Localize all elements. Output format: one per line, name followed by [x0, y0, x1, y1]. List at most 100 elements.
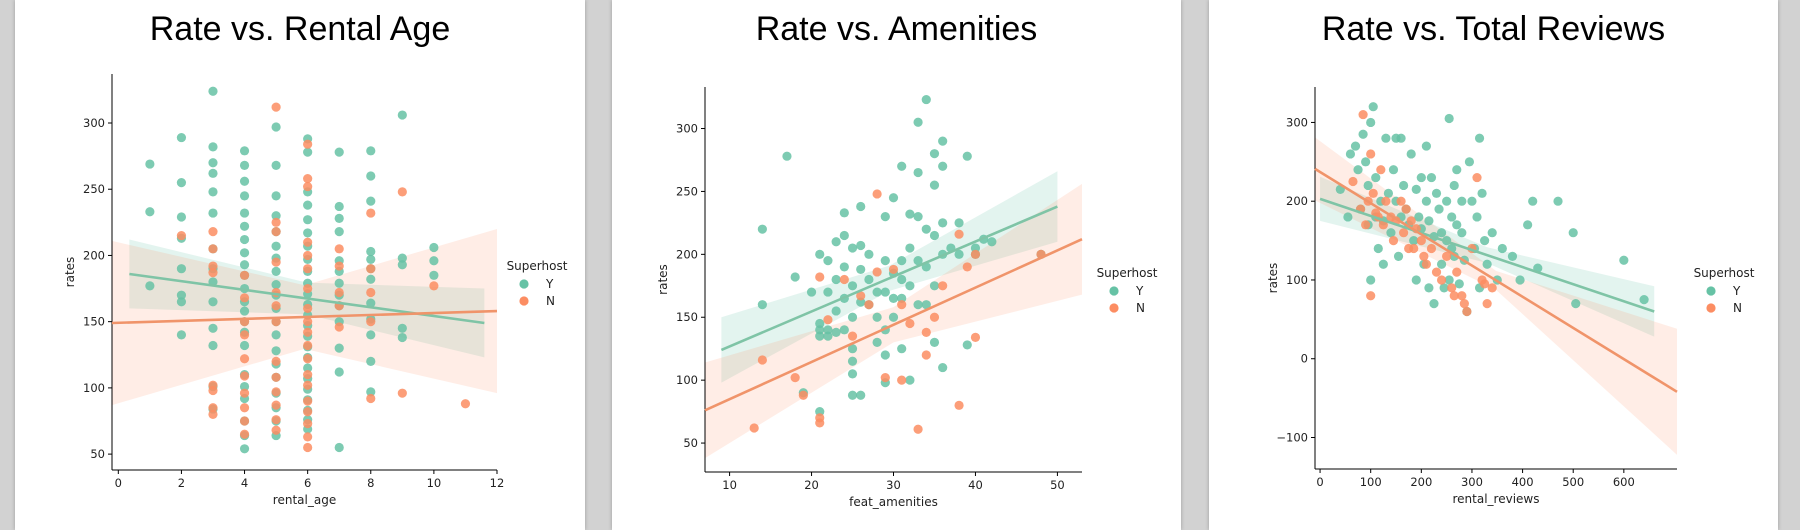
y-tick-label: 300 — [83, 116, 105, 130]
data-point-y — [271, 211, 281, 221]
data-point-y — [366, 274, 376, 284]
data-point-y — [1452, 165, 1462, 175]
data-point-n — [303, 327, 313, 337]
data-point-y — [1442, 196, 1452, 206]
data-point-y — [397, 253, 407, 263]
data-point-y — [366, 254, 376, 265]
data-point-y — [897, 293, 907, 303]
data-point-y — [1436, 259, 1447, 269]
data-point-n — [208, 268, 218, 278]
legend-marker-y — [1706, 286, 1716, 296]
y-tick-label: 200 — [676, 247, 698, 261]
data-point-y — [880, 350, 890, 360]
data-point-y — [921, 94, 931, 105]
data-point-y — [1449, 180, 1459, 191]
data-point-n — [1361, 220, 1371, 230]
data-point-y — [208, 297, 218, 307]
y-tick-label: 0 — [1301, 352, 1308, 366]
data-point-n — [1457, 291, 1467, 301]
data-point-n — [839, 274, 849, 285]
data-point-y — [897, 274, 907, 285]
data-point-y — [1515, 275, 1525, 285]
data-point-n — [271, 102, 281, 112]
data-point-y — [831, 306, 841, 316]
data-point-y — [905, 243, 915, 253]
data-point-n — [872, 189, 882, 199]
data-point-y — [847, 312, 858, 322]
x-tick-label: 0 — [1316, 475, 1323, 489]
data-point-n — [1449, 291, 1459, 301]
data-point-n — [239, 388, 250, 398]
data-point-n — [888, 264, 899, 275]
data-point-n — [366, 393, 376, 404]
data-point-n — [271, 387, 281, 397]
data-point-y — [239, 160, 250, 170]
data-point-y — [239, 221, 250, 231]
data-point-y — [1444, 275, 1454, 285]
data-point-y — [145, 207, 155, 217]
data-point-y — [366, 146, 376, 156]
data-point-n — [303, 432, 313, 442]
legend-label: Y — [1135, 284, 1144, 298]
data-point-y — [970, 243, 981, 253]
data-point-y — [176, 264, 187, 274]
data-point-n — [1368, 188, 1378, 198]
data-point-y — [303, 215, 313, 225]
y-tick-label: 250 — [83, 182, 105, 196]
data-point-y — [1477, 188, 1487, 198]
data-point-y — [1406, 149, 1416, 159]
data-point-n — [271, 415, 281, 425]
data-point-y — [1480, 235, 1490, 246]
data-point-y — [1457, 228, 1467, 238]
chart-plot: 0 100 200 300 400 500 600 −100 0 100 200 300 rental_… — [1266, 87, 1755, 506]
data-point-y — [176, 297, 187, 307]
x-tick-label: 300 — [1461, 475, 1483, 489]
legend-label: N — [1136, 301, 1145, 315]
data-point-n — [897, 300, 907, 310]
data-point-n — [239, 403, 250, 413]
data-point-y — [856, 201, 866, 212]
data-point-y — [1474, 133, 1485, 143]
regression-line-y — [720, 205, 1058, 352]
data-point-y — [938, 136, 948, 146]
data-point-n — [1482, 298, 1492, 309]
data-point-y — [839, 262, 849, 272]
data-point-n — [815, 272, 825, 282]
data-point-n — [1421, 259, 1431, 269]
data-point-n — [1378, 220, 1388, 230]
x-axis-label: rental_age — [273, 493, 336, 507]
legend-marker-n — [519, 296, 529, 306]
y-axis-label: rates — [1266, 263, 1280, 294]
data-point-n — [366, 317, 376, 327]
y-tick-label: 300 — [1286, 115, 1308, 129]
data-point-n — [208, 409, 218, 419]
data-point-y — [1568, 228, 1578, 238]
chart-panel-amenities: Rate vs. Amenities 10 20 30 40 50 50 100 150 200… — [612, 0, 1181, 530]
y-tick-label: −100 — [1276, 430, 1308, 444]
legend-title: Superhost — [1694, 266, 1755, 280]
data-point-y — [1424, 216, 1434, 226]
data-point-y — [880, 211, 890, 222]
data-point-y — [962, 340, 972, 350]
regression-line-n — [704, 238, 1083, 412]
data-point-n — [1381, 196, 1391, 206]
data-point-y — [366, 330, 376, 340]
data-point-y — [856, 390, 866, 400]
data-point-n — [239, 416, 250, 426]
data-point-y — [856, 240, 866, 251]
data-point-y — [1368, 102, 1378, 112]
data-point-y — [1431, 188, 1442, 198]
data-point-n — [1366, 291, 1376, 301]
data-point-n — [239, 293, 250, 303]
data-point-y — [913, 300, 923, 310]
data-point-y — [239, 444, 250, 454]
data-point-y — [303, 147, 313, 157]
data-point-y — [938, 218, 948, 228]
data-point-y — [271, 160, 281, 170]
data-point-y — [239, 146, 250, 156]
data-point-y — [239, 176, 250, 186]
data-point-y — [1523, 220, 1533, 230]
data-point-n — [239, 270, 250, 280]
data-point-y — [1472, 212, 1482, 222]
chart-title: Rate vs. Total Reviews — [1321, 10, 1666, 48]
